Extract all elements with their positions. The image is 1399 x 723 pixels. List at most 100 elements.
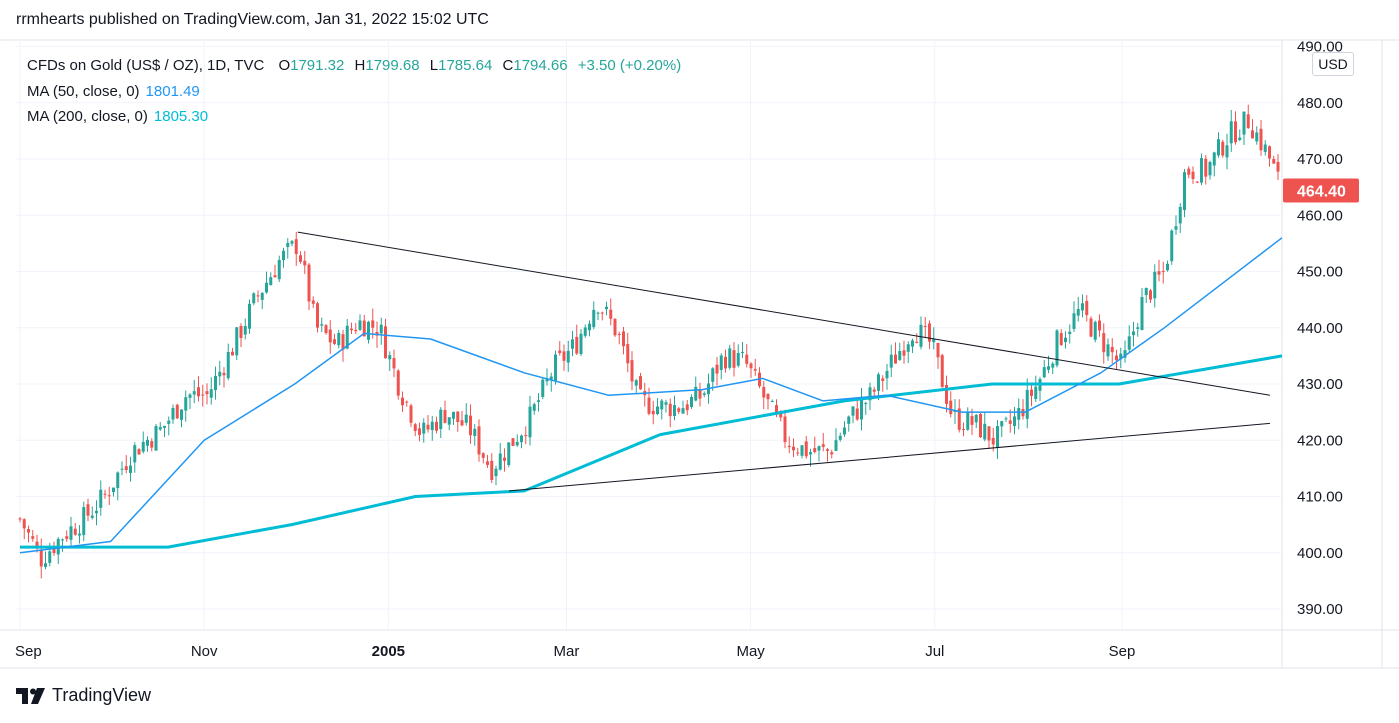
candle-up (120, 468, 124, 470)
candle-down (307, 264, 311, 302)
y-tick-label: 450.00 (1297, 264, 1343, 281)
candle-up (1238, 137, 1242, 140)
candle-up (269, 277, 273, 286)
candle-up (260, 292, 264, 300)
close-label: C (502, 57, 514, 74)
tradingview-logo-icon (16, 687, 45, 704)
candle-down (613, 318, 617, 336)
candle-down (52, 547, 56, 554)
candle-up (158, 427, 162, 430)
candle-up (741, 351, 744, 353)
candle-down (311, 300, 315, 304)
candle-up (1047, 366, 1050, 370)
candle-up (702, 393, 706, 395)
chart-grid (0, 39, 1399, 669)
candle-down (384, 326, 387, 359)
candle-up (464, 414, 468, 423)
candle-up (605, 306, 608, 310)
candle-up (966, 411, 970, 430)
candle-up (167, 420, 171, 424)
high-label: H (354, 57, 366, 74)
candle-up (1140, 297, 1144, 331)
candle-up (1034, 386, 1038, 400)
candle-up (1072, 313, 1076, 329)
candle-up (1225, 145, 1229, 158)
trendlines (297, 231, 1271, 492)
candle-down (35, 541, 39, 547)
candle-down (745, 354, 749, 364)
candle-down (401, 397, 404, 406)
candle-up (154, 426, 158, 451)
candle-up (1136, 327, 1140, 329)
candle-down (481, 453, 485, 458)
candle-up (129, 465, 132, 473)
candle-up (141, 441, 145, 452)
candle-up (1064, 337, 1067, 343)
candle-up (800, 445, 804, 456)
candle-down (354, 329, 358, 332)
candle-down (1149, 290, 1152, 300)
candle-up (226, 351, 230, 379)
chart-axes: 490.00 480.00 470.00 460.00 450.00 440.00 430.… (15, 39, 1359, 660)
candle-down (27, 529, 30, 533)
candle-up (583, 327, 587, 336)
candle-up (1263, 144, 1267, 152)
x-tick-label: Jul (925, 643, 944, 660)
candle-up (1229, 121, 1233, 144)
candle-down (626, 344, 630, 364)
candle-up (192, 391, 196, 395)
candle-down (205, 391, 209, 395)
candle-down (651, 410, 655, 415)
candle-up (1093, 321, 1097, 340)
candle-up (184, 397, 188, 411)
ma50-line (19, 237, 1283, 554)
candle-down (1234, 121, 1237, 143)
candle-down (715, 364, 719, 374)
candle-up (146, 439, 149, 446)
candle-up (532, 404, 536, 411)
candle-down (503, 457, 506, 461)
open-value: 1791.32 (290, 57, 345, 74)
legend-ma200-row: MA (200, close, 0) 1805.30 (27, 104, 681, 130)
candle-down (409, 405, 413, 423)
candle-up (218, 371, 222, 377)
candle-up (868, 387, 872, 401)
candle-down (1008, 420, 1012, 424)
y-tick-label: 470.00 (1297, 151, 1343, 168)
candle-down (201, 394, 205, 396)
candle-down (558, 350, 562, 354)
candle-down (486, 461, 489, 465)
candle-up (171, 407, 175, 420)
candle-down (18, 518, 22, 520)
candle-up (1174, 226, 1178, 230)
candle-down (753, 369, 757, 371)
candle-up (1076, 309, 1080, 316)
candle-up (656, 406, 659, 415)
candle-up (1119, 353, 1123, 360)
candle-down (1089, 318, 1093, 337)
candle-down (881, 378, 885, 381)
candle-down (787, 445, 791, 448)
candle-down (371, 320, 375, 328)
high-value: 1799.68 (365, 57, 420, 74)
tradingview-brand[interactable]: TradingView (16, 685, 151, 706)
candle-down (677, 408, 681, 412)
candle-up (188, 394, 192, 398)
candle-up (1153, 271, 1157, 299)
candle-down (830, 452, 834, 455)
candle-up (681, 408, 685, 414)
currency-button[interactable]: USD (1312, 52, 1354, 76)
candle-down (639, 376, 642, 390)
candle-up (660, 400, 664, 410)
candle-down (73, 528, 77, 535)
candle-up (885, 370, 889, 379)
candle-down (732, 350, 736, 368)
candle-up (673, 405, 676, 416)
candle-down (872, 389, 876, 392)
x-tick-label: May (736, 643, 765, 660)
candle-down (413, 424, 417, 432)
candle-up (1068, 331, 1072, 335)
candle-up (116, 472, 120, 489)
candle-up (473, 428, 477, 436)
